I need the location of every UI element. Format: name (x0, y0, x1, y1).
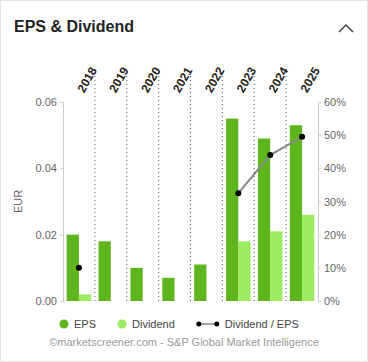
bar (162, 278, 174, 301)
ratio-line (79, 137, 302, 268)
y2-tick-mark (318, 135, 321, 136)
legend-item: Dividend (118, 318, 175, 330)
y2-tick-mark (318, 301, 321, 302)
ratio-point (235, 190, 241, 196)
chart: EPS & Dividend20182019202020212022202320… (0, 0, 368, 362)
ratio-point (267, 152, 273, 158)
y2-tick: 30% (318, 196, 346, 208)
legend-swatch (118, 320, 127, 329)
y2-tick: 0% (318, 295, 340, 307)
separator (222, 72, 223, 301)
bar (226, 119, 238, 301)
x-tick-label: 2020 (138, 65, 164, 95)
collapse-icon[interactable] (339, 25, 353, 32)
x-tick: 2021 (170, 65, 196, 95)
legend-item: EPS (60, 318, 97, 330)
y2-tick-mark (318, 202, 321, 203)
bar (99, 241, 111, 301)
legend-swatch-point (196, 322, 201, 327)
y-tick-label: 0.04 (36, 162, 57, 174)
separator (126, 72, 127, 301)
separator (190, 72, 191, 301)
y2-tick-label: 20% (324, 229, 346, 241)
separator (94, 72, 95, 301)
y2-tick: 20% (318, 229, 346, 241)
y-tick-mark (60, 168, 63, 169)
source: ©marketscreener.com - S&P Global Market … (49, 336, 319, 348)
legend-label: EPS (74, 318, 96, 330)
y2-tick-label: 40% (324, 162, 346, 174)
y2-tick: 10% (318, 262, 346, 274)
ratio-point (299, 134, 305, 140)
x-tick: 2022 (202, 65, 228, 95)
bar (194, 265, 206, 301)
x-tick-label: 2019 (106, 65, 132, 95)
card-frame (1, 1, 368, 362)
y-tick: 0.00 (36, 295, 63, 307)
y2-tick-label: 60% (324, 96, 346, 108)
x-tick-label: 2025 (298, 65, 324, 95)
y2-tick-label: 0% (324, 295, 340, 307)
separator (286, 72, 287, 301)
y2-tick-label: 30% (324, 196, 346, 208)
separator (158, 72, 159, 301)
title: EPS & Dividend (14, 18, 134, 35)
y-tick-label: 0.00 (36, 295, 57, 307)
y-axis: 0.00 0.02 0.04 0.06 (36, 96, 64, 307)
y-tick-label: 0.06 (36, 96, 57, 108)
y-tick: 0.06 (36, 96, 63, 108)
y2-axis-line (319, 103, 322, 302)
legend-swatch (60, 320, 69, 329)
x-tick: 2018 (74, 65, 100, 95)
y2-axis: 0% 10% 20% 30% 40% 50% 60% (318, 96, 346, 307)
y-tick-mark (60, 102, 63, 103)
x-tick: 2020 (138, 65, 164, 95)
x-tick-label: 2021 (170, 65, 196, 95)
y-tick: 0.04 (36, 162, 63, 174)
separator (254, 72, 255, 301)
legend-item: Dividend / EPS (196, 318, 298, 330)
marks (67, 119, 315, 301)
x-tick-label: 2018 (74, 65, 100, 95)
y2-tick-label: 10% (324, 262, 346, 274)
bar (270, 231, 282, 301)
x-tick: 2023 (234, 65, 260, 95)
x-tick: 2025 (298, 65, 324, 95)
bar (290, 125, 302, 301)
x-axis: 20182019202020212022202320242025 (74, 65, 323, 95)
y2-tick-mark (318, 268, 321, 269)
y2-tick: 40% (318, 162, 346, 174)
legend: EPS Dividend Dividend / EPS (60, 318, 299, 330)
x-tick-label: 2023 (234, 65, 260, 95)
x-tick: 2019 (106, 65, 132, 95)
y-axis-line (60, 103, 64, 302)
y2-tick: 50% (318, 129, 346, 141)
y2-tick-label: 50% (324, 129, 346, 141)
x-tick-label: 2024 (266, 65, 292, 95)
y-axis-title: EUR (12, 190, 24, 213)
bar (79, 294, 91, 301)
y2-tick-mark (318, 235, 321, 236)
y2-tick-mark (318, 102, 321, 103)
y2-tick-mark (318, 168, 321, 169)
bar (238, 241, 250, 301)
legend-label: Dividend (132, 318, 175, 330)
legend-swatch-point (214, 322, 219, 327)
x-tick-label: 2022 (202, 65, 228, 95)
y-tick-mark (60, 301, 63, 302)
bar (302, 215, 314, 301)
y2-tick: 60% (318, 96, 346, 108)
y-tick-label: 0.02 (36, 229, 57, 241)
separators (95, 72, 286, 301)
ratio-point (76, 265, 82, 271)
y-tick: 0.02 (36, 229, 63, 241)
bar (130, 268, 142, 301)
legend-label: Dividend / EPS (225, 318, 299, 330)
y-tick-mark (60, 235, 63, 236)
x-tick: 2024 (266, 65, 292, 95)
